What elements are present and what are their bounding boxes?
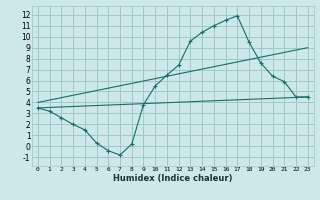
X-axis label: Humidex (Indice chaleur): Humidex (Indice chaleur) bbox=[113, 174, 233, 183]
